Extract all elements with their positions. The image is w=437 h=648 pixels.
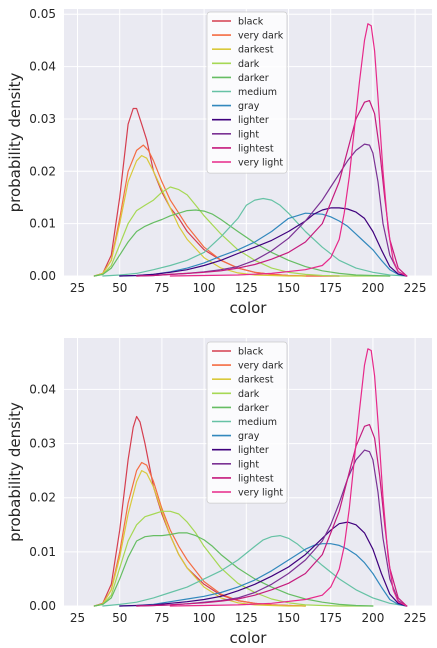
legend-label: black xyxy=(238,17,264,28)
series-line-darker xyxy=(93,209,391,277)
x-tick-label: 175 xyxy=(319,611,342,625)
y-tick-label: 0.01 xyxy=(29,545,56,559)
x-tick-label: 150 xyxy=(277,281,300,295)
legend-label: dark xyxy=(238,389,260,400)
series-line-lighter xyxy=(119,207,408,277)
x-tick-label: 75 xyxy=(154,281,169,295)
legend-label: darkest xyxy=(238,375,274,386)
x-tick-label: 200 xyxy=(361,281,384,295)
y-tick-label: 0.02 xyxy=(29,491,56,505)
x-tick-label: 125 xyxy=(235,281,258,295)
legend-label: lighter xyxy=(238,445,269,456)
x-tick-label: 100 xyxy=(193,281,216,295)
x-tick-label: 50 xyxy=(112,611,127,625)
y-tick-label: 0.02 xyxy=(29,164,56,178)
legend-label: lightest xyxy=(238,473,274,484)
x-axis-label: color xyxy=(230,299,268,317)
y-tick-label: 0.04 xyxy=(29,60,56,74)
legend: black very dark darkest dark darker medium gra… xyxy=(206,11,288,174)
series-line-medium xyxy=(102,534,408,607)
chart-2: 25 50 75 100 125 150 175 200 225 0.00 0.01 0.02 0.03… xyxy=(6,338,432,647)
series-line-lightest xyxy=(136,424,408,607)
series-line-dark xyxy=(93,186,391,277)
x-tick-label: 150 xyxy=(277,611,300,625)
series-line-gray xyxy=(119,212,408,277)
series-line-very-dark xyxy=(93,144,340,277)
x-tick-label: 50 xyxy=(112,281,127,295)
x-tick-label: 100 xyxy=(193,611,216,625)
y-axis-label: probability density xyxy=(6,72,24,212)
x-tick-label: 225 xyxy=(404,611,427,625)
series-line-dark xyxy=(93,510,374,607)
y-tick-label: 0.03 xyxy=(29,437,56,451)
y-tick-label: 0.04 xyxy=(29,382,56,396)
legend-label: gray xyxy=(238,431,260,442)
series-line-lightest xyxy=(136,99,408,277)
series-line-lighter xyxy=(119,521,408,607)
y-tick-label: 0.03 xyxy=(29,112,56,126)
y-tick-label: 0.05 xyxy=(29,7,56,21)
series-line-medium xyxy=(102,197,408,277)
legend-label: black xyxy=(238,347,264,358)
legend-label: light xyxy=(238,459,259,470)
legend-label: darker xyxy=(238,403,269,414)
y-tick-label: 0.00 xyxy=(29,599,56,613)
legend-label: medium xyxy=(238,417,277,428)
x-tick-label: 225 xyxy=(404,281,427,295)
legend-label: darker xyxy=(238,73,269,84)
x-axis-label: color xyxy=(230,629,268,647)
series-line-very-dark xyxy=(93,461,306,607)
legend-label: lighter xyxy=(238,115,269,126)
series-line-very-light xyxy=(169,348,408,607)
legend-label: very dark xyxy=(238,31,284,42)
x-tick-label: 25 xyxy=(70,281,85,295)
y-axis-label: probability density xyxy=(6,402,24,542)
y-tick-label: 0.01 xyxy=(29,217,56,231)
legend: black very dark darkest dark darker medium gra… xyxy=(206,341,288,504)
series-line-gray xyxy=(119,543,408,607)
x-tick-label: 25 xyxy=(70,611,85,625)
legend-label: darkest xyxy=(238,45,274,56)
y-tick-label: 0.00 xyxy=(29,269,56,283)
legend-label: dark xyxy=(238,59,260,70)
legend-label: very light xyxy=(238,488,283,499)
legend-frame xyxy=(206,341,288,504)
x-tick-label: 75 xyxy=(154,611,169,625)
x-tick-label: 125 xyxy=(235,611,258,625)
legend-label: very light xyxy=(238,158,283,169)
x-tick-label: 175 xyxy=(319,281,342,295)
x-tick-label: 200 xyxy=(361,611,384,625)
chart-1: 25 50 75 100 125 150 175 200 225 0.00 0.01 0.02 0.03… xyxy=(6,7,432,317)
legend-label: lightest xyxy=(238,143,274,154)
legend-label: gray xyxy=(238,101,260,112)
legend-label: medium xyxy=(238,87,277,98)
legend-label: very dark xyxy=(238,361,284,372)
legend-frame xyxy=(206,11,288,174)
legend-label: light xyxy=(238,129,259,140)
series-line-very-light xyxy=(169,23,408,277)
